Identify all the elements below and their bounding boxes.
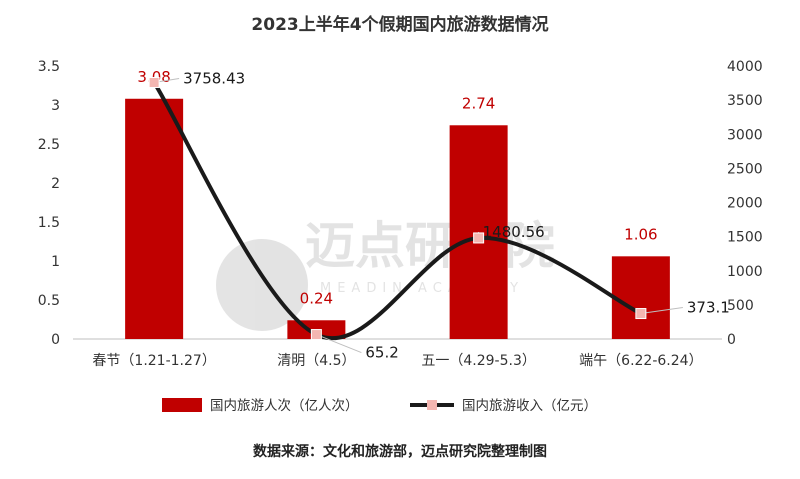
right-axis-tick-label: 2500 (727, 161, 763, 177)
line-marker (473, 232, 485, 244)
x-axis-labels: 春节（1.21-1.27） 清明（4.5） 五一（4.29-5.3） 端午（6.22-… (92, 353, 702, 369)
x-axis-category-label: 五一（4.29-5.3） (421, 353, 536, 369)
right-axis-tick-label: 3500 (727, 93, 763, 109)
left-axis-tick-label: 2 (51, 176, 60, 192)
legend-swatch-bar (162, 398, 202, 412)
legend-label-line: 国内旅游收入（亿元） (462, 398, 597, 414)
line-leader (640, 307, 683, 315)
left-axis-tick-label: 2.5 (38, 137, 60, 153)
bar (611, 256, 670, 339)
legend-marker-line (427, 400, 437, 410)
left-axis-tick-label: 1 (51, 254, 60, 270)
left-axis-tick-label: 1.5 (38, 215, 60, 231)
line-data-label: 1480.56 (483, 223, 545, 241)
line-leader (316, 334, 362, 354)
line-marker (148, 76, 160, 88)
left-axis-tick-label: 0.5 (38, 293, 60, 309)
right-axis-tick-label: 0 (727, 332, 736, 348)
legend: 国内旅游人次（亿人次） 国内旅游收入（亿元） (162, 398, 597, 414)
line-marker (310, 329, 322, 341)
bar-data-label: 1.06 (624, 225, 657, 243)
line-series: 3758.43 65.2 1480.56 373.1 (148, 69, 730, 362)
right-axis-tick-label: 1500 (727, 230, 763, 246)
x-axis-category-label: 春节（1.21-1.27） (92, 353, 215, 369)
left-axis-tick-label: 3.5 (38, 59, 60, 75)
x-axis-category-label: 清明（4.5） (277, 353, 355, 369)
left-axis-tick-label: 0 (51, 332, 60, 348)
x-axis-category-label: 端午（6.22-6.24） (579, 353, 702, 369)
line-path (152, 80, 643, 340)
bar-data-label: 0.24 (300, 289, 333, 307)
right-axis-tick-label: 500 (727, 298, 754, 314)
right-axis-tick-label: 4000 (727, 59, 763, 75)
line-data-label: 3758.43 (183, 69, 245, 87)
legend-label-bar: 国内旅游人次（亿人次） (210, 398, 359, 414)
right-axis-tick-label: 2000 (727, 196, 763, 212)
right-axis: 0 500 1000 1500 2000 2500 3000 3500 4000 (727, 59, 763, 348)
line-marker (635, 308, 647, 320)
right-axis-tick-label: 1000 (727, 264, 763, 280)
right-axis-tick-label: 3000 (727, 127, 763, 143)
chart-title: 2023上半年4个假期国内旅游数据情况 (251, 14, 548, 35)
bar-data-label: 2.74 (462, 94, 495, 112)
line-data-label: 373.1 (687, 299, 730, 317)
bar (125, 98, 184, 339)
left-axis-tick-label: 3 (51, 98, 60, 114)
left-axis: 0 0.5 1 1.5 2 2.5 3 3.5 (38, 59, 722, 348)
line-data-label: 65.2 (365, 344, 398, 362)
bar-series: 3.080.242.741.06 (125, 68, 670, 339)
source-note: 数据来源：文化和旅游部，迈点研究院整理制图 (253, 443, 547, 460)
